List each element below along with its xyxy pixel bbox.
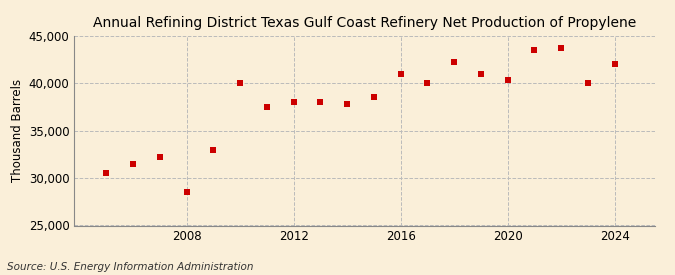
Text: Source: U.S. Energy Information Administration: Source: U.S. Energy Information Administ… <box>7 262 253 272</box>
Y-axis label: Thousand Barrels: Thousand Barrels <box>11 79 24 182</box>
Title: Annual Refining District Texas Gulf Coast Refinery Net Production of Propylene: Annual Refining District Texas Gulf Coas… <box>93 16 636 31</box>
